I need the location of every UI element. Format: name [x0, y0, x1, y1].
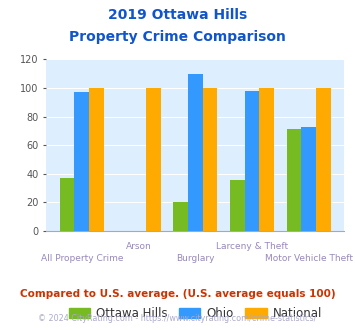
Text: Compared to U.S. average. (U.S. average equals 100): Compared to U.S. average. (U.S. average …: [20, 289, 335, 299]
Text: © 2024 CityRating.com - https://www.cityrating.com/crime-statistics/: © 2024 CityRating.com - https://www.city…: [38, 314, 317, 323]
Bar: [146, 88, 161, 231]
Bar: [301, 127, 316, 231]
Text: Motor Vehicle Theft: Motor Vehicle Theft: [265, 254, 353, 263]
Bar: [245, 91, 260, 231]
Bar: [60, 178, 75, 231]
Text: All Property Crime: All Property Crime: [40, 254, 123, 263]
Text: Arson: Arson: [126, 243, 152, 251]
Bar: [173, 202, 188, 231]
Bar: [203, 88, 217, 231]
Bar: [188, 74, 203, 231]
Text: Burglary: Burglary: [176, 254, 214, 263]
Legend: Ottawa Hills, Ohio, National: Ottawa Hills, Ohio, National: [64, 302, 327, 325]
Bar: [75, 92, 89, 231]
Text: Property Crime Comparison: Property Crime Comparison: [69, 30, 286, 44]
Bar: [260, 88, 274, 231]
Bar: [286, 129, 301, 231]
Bar: [89, 88, 104, 231]
Bar: [230, 180, 245, 231]
Bar: [316, 88, 331, 231]
Text: 2019 Ottawa Hills: 2019 Ottawa Hills: [108, 8, 247, 22]
Text: Larceny & Theft: Larceny & Theft: [216, 243, 288, 251]
